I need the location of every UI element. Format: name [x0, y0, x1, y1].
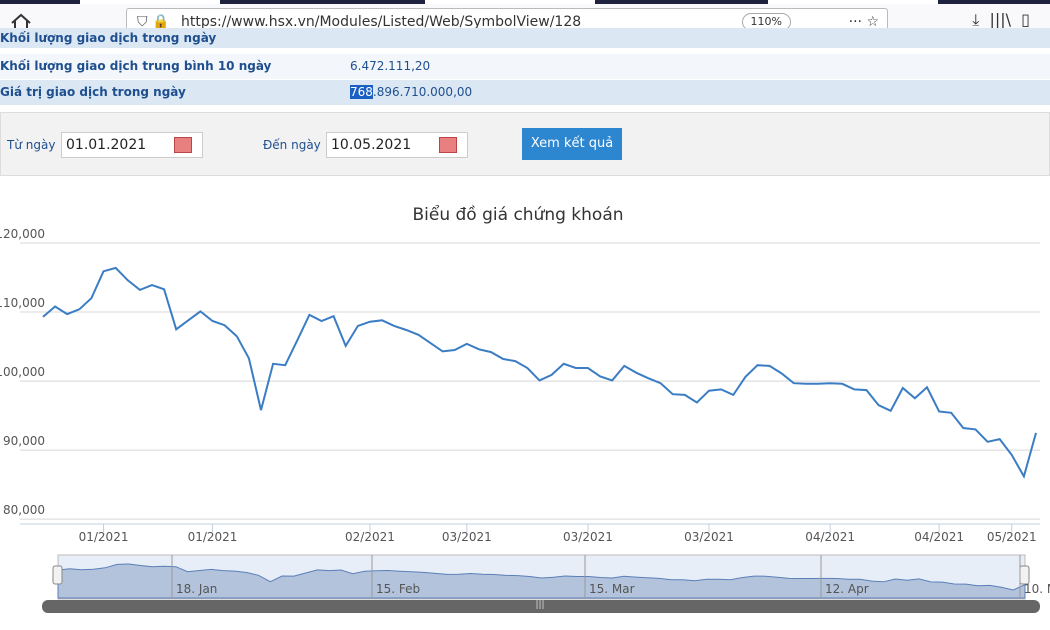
scrollbar[interactable] — [42, 600, 1040, 613]
page-actions[interactable]: ··· ☆ — [848, 14, 879, 30]
to-value: 10.05.2021 — [331, 137, 412, 153]
x-tick-label: 03/2021 — [563, 530, 613, 544]
chart-title: Biểu đồ giá chứng khoán — [412, 204, 623, 225]
navigator-series — [57, 563, 1026, 599]
shield-icon: ⛉ 🔒 — [137, 14, 170, 30]
x-tick-label: 05/2021 — [987, 530, 1037, 544]
row-value-rest: .896.710.000,00 — [372, 85, 473, 99]
navigator-handle[interactable] — [52, 565, 63, 585]
from-value: 01.01.2021 — [66, 137, 147, 153]
y-tick-label: 90,000 — [3, 434, 45, 448]
x-tick-label: 01/2021 — [79, 530, 129, 544]
navigator-label: 12. Apr — [825, 582, 869, 596]
row-label: Khối lượng giao dịch trung bình 10 ngày — [0, 59, 272, 73]
from-input[interactable]: 01.01.2021 — [61, 132, 203, 158]
row-label: Khối lượng giao dịch trong ngày — [0, 31, 217, 45]
row-value: 6.472.111,20 — [350, 59, 431, 73]
to-input[interactable]: 10.05.2021 — [326, 132, 468, 158]
table-row: Giá trị giao dịch trong ngày 768.896.710.… — [0, 80, 1050, 106]
x-tick-label: 03/2021 — [442, 530, 492, 544]
x-tick-label: 01/2021 — [188, 530, 238, 544]
toolbar-icons[interactable]: ⤓ |||\ ▯ — [972, 10, 1030, 29]
navigator-label: 15. Mar — [589, 582, 635, 596]
table-row: Khối lượng giao dịch trung bình 10 ngày 6… — [0, 54, 1050, 80]
table-row: Khối lượng giao dịch trong ngày — [0, 28, 1050, 49]
y-tick-label: 110,000 — [0, 296, 45, 310]
y-tick-label: 100,000 — [0, 365, 45, 379]
x-tick-label: 04/2021 — [805, 530, 855, 544]
x-tick-label: 02/2021 — [345, 530, 395, 544]
row-value: 768.896.710.000,00 — [350, 80, 472, 105]
price-line — [42, 266, 1037, 479]
y-tick-label: 80,000 — [3, 503, 45, 517]
date-form: Từ ngày 01.01.2021 Đến ngày 10.05.2021 X… — [0, 112, 1050, 176]
navigator-window[interactable] — [57, 554, 1026, 600]
y-tick-label: 120,000 — [0, 227, 45, 241]
x-tick-label: 04/2021 — [914, 530, 964, 544]
to-label: Đến ngày — [263, 138, 321, 152]
x-tick-label: 03/2021 — [684, 530, 734, 544]
navigator-label: 18. Jan — [176, 582, 217, 596]
selected-text: 768 — [350, 85, 373, 99]
navigator-handle[interactable] — [1019, 565, 1030, 585]
from-label: Từ ngày — [7, 138, 56, 152]
submit-button[interactable]: Xem kết quả — [522, 128, 622, 160]
url-text: https://www.hsx.vn/Modules/Listed/Web/Sy… — [181, 14, 582, 30]
row-label: Giá trị giao dịch trong ngày — [0, 85, 186, 99]
tab-strip — [0, 0, 1050, 4]
navigator-label: 10. M — [1024, 582, 1050, 596]
scrollbar-grip: ||| — [535, 600, 544, 610]
navigator-label: 15. Feb — [376, 582, 420, 596]
